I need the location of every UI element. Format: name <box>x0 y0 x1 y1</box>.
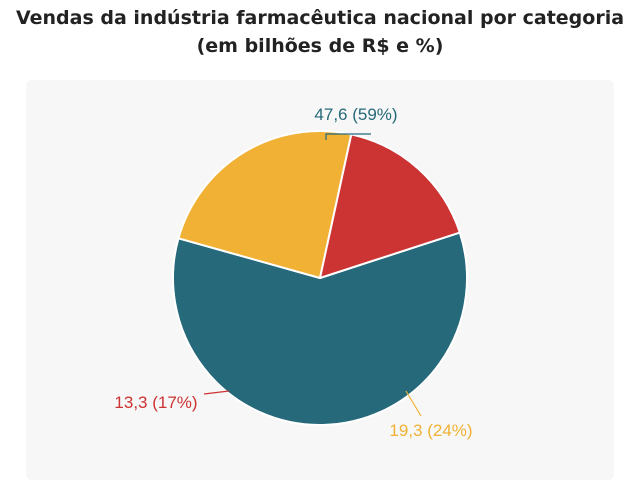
data-label-1: 47,6 (59%) <box>314 105 397 124</box>
leader-line-3 <box>203 390 230 395</box>
pie-slice-2 <box>177 130 353 279</box>
leader-line-2 <box>405 390 422 417</box>
pie-slice-3 <box>319 133 461 279</box>
chart-title-block: Vendas da indústria farmacêutica naciona… <box>0 4 640 60</box>
data-label-2: 19,3 (24%) <box>389 421 472 440</box>
chart-title: Vendas da indústria farmacêutica naciona… <box>15 7 625 29</box>
chart-subtitle: (em bilhões de R$ e %) <box>196 35 444 57</box>
data-label-3: 13,3 (17%) <box>114 393 197 412</box>
pie-slice-1 <box>172 231 468 426</box>
chart-panel: 47,6 (59%) 19,3 (24%) 13,3 (17%) <box>26 80 614 480</box>
pie-chart: 47,6 (59%) 19,3 (24%) 13,3 (17%) <box>114 105 472 440</box>
leader-line-1 <box>325 133 371 140</box>
